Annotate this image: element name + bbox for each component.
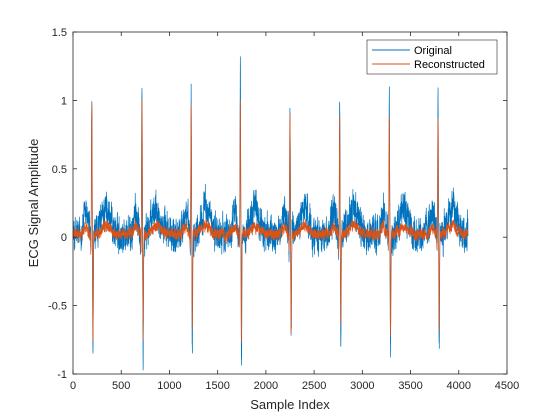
x-tick-label: 3000 bbox=[350, 380, 374, 392]
y-tick-label: -1 bbox=[57, 369, 67, 381]
legend-entry-original: Original bbox=[414, 45, 452, 57]
y-axis-label: ECG Signal Amplitude bbox=[26, 139, 41, 268]
x-axis-label: Sample Index bbox=[250, 397, 330, 412]
y-tick-label: 1.5 bbox=[52, 27, 67, 39]
x-tick-label: 1500 bbox=[205, 380, 229, 392]
x-tick-label: 2000 bbox=[254, 380, 278, 392]
legend: Original Reconstructed bbox=[366, 39, 498, 75]
x-tick-label: 4000 bbox=[447, 380, 471, 392]
series-layer bbox=[73, 56, 469, 371]
legend-box bbox=[366, 39, 498, 75]
x-axis-ticks: 0 500 1000 1500 2000 2500 3000 3500 4000 4500 bbox=[70, 32, 519, 392]
x-tick-label: 1000 bbox=[157, 380, 181, 392]
x-tick-label: 2500 bbox=[302, 380, 326, 392]
plot-area bbox=[73, 32, 507, 374]
x-tick-label: 500 bbox=[112, 380, 130, 392]
y-tick-label: -0.5 bbox=[48, 301, 67, 313]
x-tick-label: 4500 bbox=[495, 380, 519, 392]
x-tick-label: 3500 bbox=[398, 380, 422, 392]
x-tick-label: 0 bbox=[70, 380, 76, 392]
series-line-reconstructed bbox=[73, 98, 469, 343]
y-axis-ticks: -1 -0.5 0 0.5 1 1.5 bbox=[48, 27, 507, 381]
y-tick-label: 1 bbox=[61, 95, 67, 107]
y-tick-label: 0 bbox=[61, 232, 67, 244]
y-tick-label: 0.5 bbox=[52, 164, 67, 176]
legend-entry-reconstructed: Reconstructed bbox=[414, 59, 485, 71]
series-line-original bbox=[73, 56, 469, 371]
axes-box bbox=[72, 31, 508, 375]
